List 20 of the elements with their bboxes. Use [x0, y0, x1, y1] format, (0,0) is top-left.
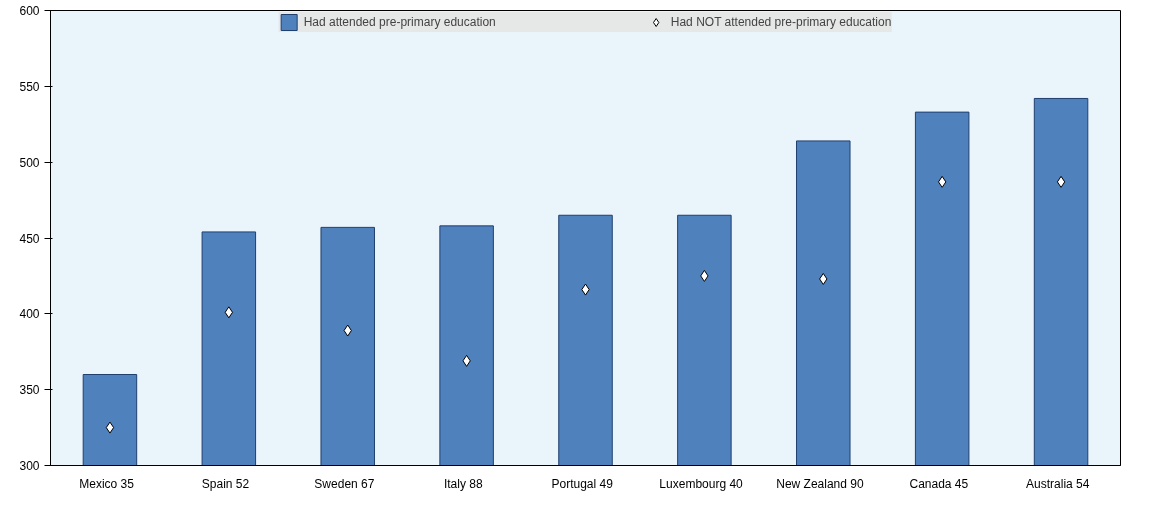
x-tick-label: New Zealand 90 [776, 476, 864, 491]
y-tick-label: 500 [19, 155, 40, 170]
x-tick-label: Portugal 49 [551, 476, 614, 491]
y-tick-label: 300 [19, 459, 40, 473]
y-tick-label: 550 [19, 79, 40, 94]
y-tick-label: 350 [19, 383, 40, 398]
x-tick-label: Australia 54 [1026, 476, 1090, 491]
y-tick-label: 600 [19, 4, 40, 18]
x-tick-label: Italy 88 [443, 476, 483, 491]
x-tick-label: Canada 45 [909, 476, 969, 491]
point [105, 421, 115, 434]
x-tick-label: Mexico 35 [79, 476, 135, 491]
x-tick-label: Spain 52 [201, 476, 250, 491]
x-tick-label: Luxembourg 40 [659, 476, 744, 491]
x-tick-label: Sweden 67 [314, 476, 375, 491]
legend-label: Had attended pre-primary education [303, 15, 496, 29]
y-tick-label: 450 [19, 231, 40, 246]
point [1056, 175, 1066, 188]
legend-label: Had NOT attended pre-primary education [670, 15, 892, 29]
y-tick-label: 400 [19, 307, 40, 322]
